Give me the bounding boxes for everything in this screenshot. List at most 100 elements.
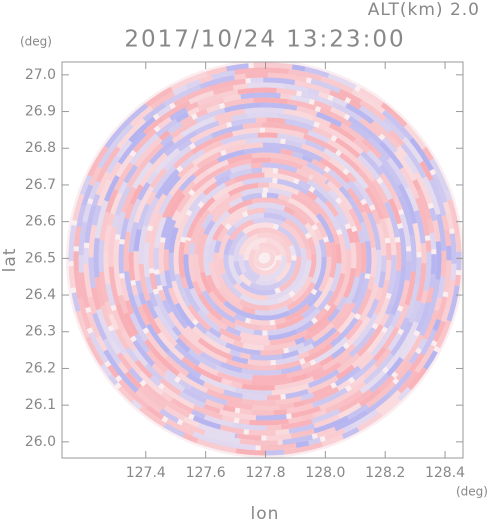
radar-echo: [100, 363, 112, 378]
y-tick-label: 26.8: [25, 140, 56, 156]
radar-echo: [128, 116, 156, 143]
radar-echo: [146, 323, 170, 354]
radar-echo: [296, 105, 318, 117]
radar-echo: [142, 102, 167, 122]
radar-echo: [255, 277, 278, 286]
radar-echo: [68, 224, 77, 262]
radar-echo: [253, 97, 288, 105]
x-tick-label: 128.4: [425, 465, 465, 481]
radar-echo: [150, 91, 176, 110]
radar-echo: [118, 244, 125, 274]
radar-echo: [442, 201, 451, 214]
radar-echo: [216, 227, 229, 243]
radar-echo: [274, 317, 287, 325]
x-axis-label: lon: [251, 504, 280, 521]
radar-echo: [369, 325, 395, 358]
radar-echo: [280, 148, 294, 157]
radar-echo: [291, 64, 306, 72]
radar-echo: [450, 263, 457, 281]
radar-echo: [244, 107, 285, 114]
radar-echo: [155, 118, 178, 138]
radar-echo: [341, 427, 360, 440]
radar-echo: [290, 405, 321, 419]
radar-echo: [154, 293, 176, 329]
radar-echo: [295, 320, 315, 334]
radar-echo: [400, 143, 427, 179]
radar-echo: [206, 311, 229, 331]
plot-frame: [61, 61, 464, 459]
radar-echo: [78, 255, 84, 273]
radar-echo: [281, 418, 313, 430]
radar-echo: [222, 89, 239, 98]
radar-echo: [379, 164, 403, 198]
radar-echo: [230, 163, 252, 174]
radar-echo: [176, 372, 209, 394]
radar-echo: [362, 364, 378, 379]
radar-echo: [320, 76, 354, 94]
radar-echo: [208, 291, 237, 318]
y-tick-label: 26.2: [25, 360, 56, 376]
radar-echo: [245, 227, 261, 239]
radar-echo: [260, 442, 297, 451]
radar-echo: [132, 128, 157, 154]
radar-echo: [338, 185, 352, 200]
radar-echo: [367, 276, 375, 291]
radar-echo: [88, 180, 101, 200]
radar-echo: [113, 269, 123, 297]
radar-echo: [283, 206, 296, 216]
radar-echo: [129, 133, 159, 166]
radar-echo: [305, 303, 338, 334]
radar-echo: [381, 136, 398, 154]
radar-echo: [429, 158, 449, 191]
radar-echo: [233, 234, 250, 262]
radar-echo: [381, 109, 414, 141]
y-tick-label: 26.7: [25, 177, 56, 193]
radar-echo: [252, 373, 288, 381]
radar-echo: [115, 153, 134, 178]
chart-subtitle: ALT(km) 2.0: [368, 0, 480, 20]
radar-echo: [356, 412, 383, 432]
radar-echo: [308, 254, 317, 278]
radar-echo: [303, 319, 331, 341]
radar-echo: [239, 293, 279, 306]
radar-echo: [175, 213, 190, 241]
radar-echo: [311, 175, 332, 193]
radar-echo: [301, 164, 316, 176]
radar-echo: [135, 389, 163, 413]
radar-echo: [348, 166, 369, 190]
radar-echo: [174, 273, 186, 296]
radar-echo: [362, 202, 372, 215]
radar-echo: [95, 146, 121, 183]
radar-echo: [202, 140, 223, 154]
radar-echo: [358, 396, 372, 407]
radar-echo: [314, 307, 328, 321]
radar-echo: [85, 336, 105, 367]
y-tick-label: 26.9: [25, 104, 56, 120]
radar-echo: [159, 408, 180, 424]
radar-echo: [390, 309, 402, 328]
radar-echo: [331, 101, 362, 122]
radar-echo: [202, 182, 219, 196]
radar-echo: [154, 274, 162, 287]
radar-echo: [268, 329, 298, 341]
radar-echo: [375, 390, 402, 414]
radar-echo: [223, 94, 242, 103]
radar-echo: [170, 119, 198, 139]
radar-echo: [253, 256, 260, 265]
radar-echo: [196, 151, 223, 169]
radar-echo: [199, 75, 213, 84]
radar-echo: [407, 367, 428, 391]
radar-echo: [425, 286, 435, 303]
radar-echo: [154, 216, 167, 249]
radar-echo: [420, 290, 429, 304]
radar-echo: [97, 179, 113, 207]
radar-echo: [203, 243, 211, 277]
radar-echo: [181, 205, 202, 238]
radar-echo: [431, 173, 448, 204]
radar-echo: [281, 349, 300, 359]
radar-echo: [388, 198, 402, 225]
radar-echo: [131, 399, 143, 410]
radar-echo: [441, 215, 450, 231]
radar-echo: [313, 276, 334, 309]
radar-echo: [282, 434, 313, 445]
